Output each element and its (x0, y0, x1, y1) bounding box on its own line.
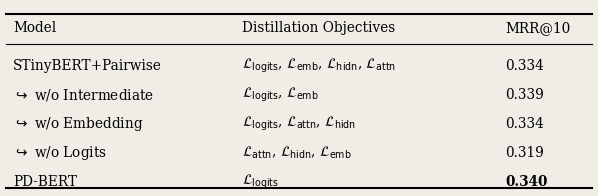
Text: 0.339: 0.339 (505, 88, 544, 102)
Text: $\mathcal{L}_{\mathrm{logits}}$, $\mathcal{L}_{\mathrm{emb}}$: $\mathcal{L}_{\mathrm{logits}}$, $\mathc… (242, 85, 319, 104)
Text: 0.334: 0.334 (505, 59, 544, 73)
Text: $\mathcal{L}_{\mathrm{logits}}$: $\mathcal{L}_{\mathrm{logits}}$ (242, 172, 279, 191)
Text: 0.334: 0.334 (505, 117, 544, 131)
Text: $\hookrightarrow$ w/o Logits: $\hookrightarrow$ w/o Logits (13, 144, 107, 162)
Text: Distillation Objectives: Distillation Objectives (242, 21, 395, 35)
Text: PD-BERT: PD-BERT (13, 175, 77, 189)
Text: STinyBERT+Pairwise: STinyBERT+Pairwise (13, 59, 162, 73)
Text: $\hookrightarrow$ w/o Intermediate: $\hookrightarrow$ w/o Intermediate (13, 87, 154, 103)
Text: $\mathcal{L}_{\mathrm{logits}}$, $\mathcal{L}_{\mathrm{emb}}$, $\mathcal{L}_{\ma: $\mathcal{L}_{\mathrm{logits}}$, $\mathc… (242, 56, 396, 75)
Text: MRR@10: MRR@10 (505, 21, 570, 35)
Text: $\mathcal{L}_{\mathrm{attn}}$, $\mathcal{L}_{\mathrm{hidn}}$, $\mathcal{L}_{\mat: $\mathcal{L}_{\mathrm{attn}}$, $\mathcal… (242, 144, 352, 161)
Text: $\mathcal{L}_{\mathrm{logits}}$, $\mathcal{L}_{\mathrm{attn}}$, $\mathcal{L}_{\m: $\mathcal{L}_{\mathrm{logits}}$, $\mathc… (242, 114, 356, 133)
Text: 0.319: 0.319 (505, 146, 544, 160)
Text: Model: Model (13, 21, 56, 35)
Text: $\hookrightarrow$ w/o Embedding: $\hookrightarrow$ w/o Embedding (13, 115, 144, 133)
Text: 0.340: 0.340 (505, 175, 548, 189)
